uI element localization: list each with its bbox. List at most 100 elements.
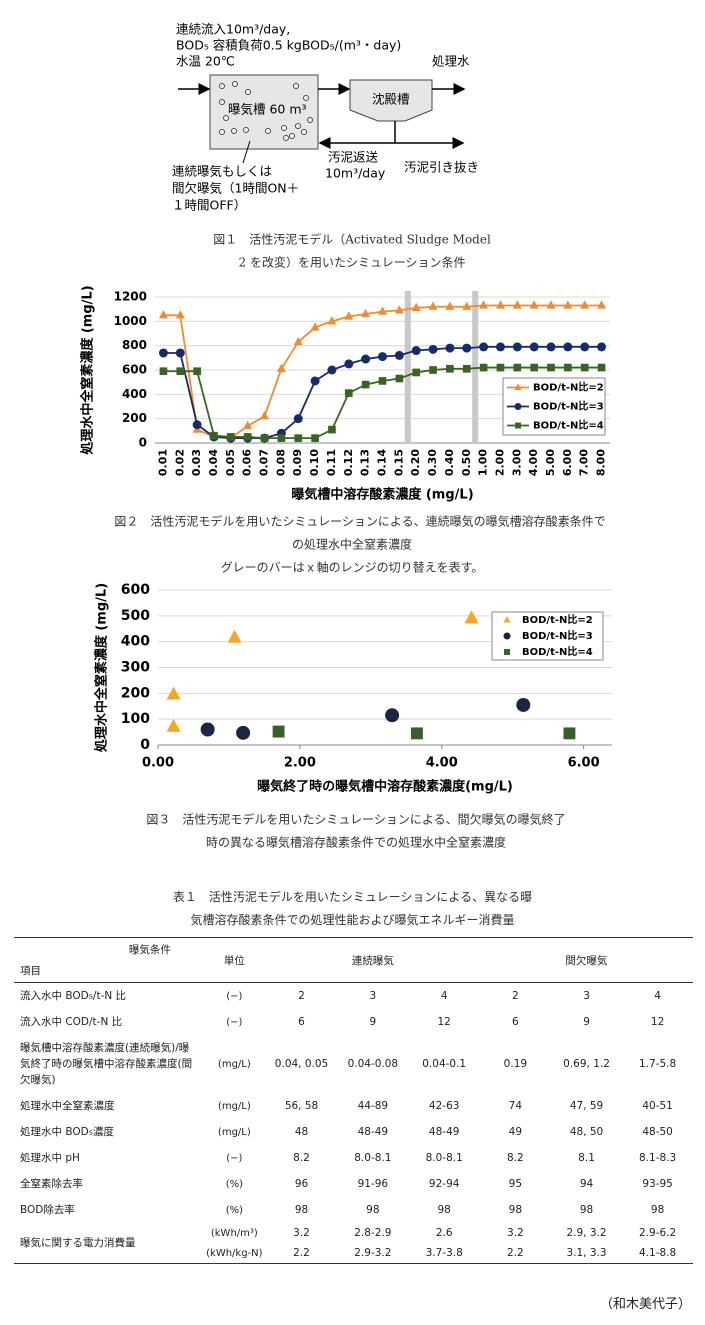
marker	[495, 342, 505, 352]
marker	[529, 342, 539, 352]
marker	[361, 380, 370, 389]
marker	[175, 348, 185, 358]
marker	[344, 359, 354, 369]
marker	[515, 422, 521, 429]
diagram-label: 連続曝気もしくは	[172, 164, 272, 179]
y-tick-label: 100	[121, 711, 150, 727]
caption: の処理水中全窒素濃度	[292, 537, 412, 552]
x-tick-label: 6.00	[561, 449, 574, 476]
y-tick-label: 200	[121, 685, 150, 701]
marker	[546, 342, 556, 352]
header-row: 曝気条件 項目 単位 連続曝気 間欠曝気	[14, 937, 693, 983]
y-tick-label: 400	[122, 387, 147, 401]
marker	[294, 434, 303, 442]
cell: 98	[579, 1204, 594, 1216]
x-tick-label: 2.00	[284, 756, 316, 771]
diagram-label: 水温 20℃	[176, 54, 235, 69]
cell: 2	[512, 990, 519, 1002]
cell: 3.7-3.8	[408, 1243, 480, 1264]
cell: 47, 59	[569, 1100, 604, 1112]
marker	[516, 697, 531, 712]
unit: (mg/L)	[217, 1100, 251, 1112]
marker	[564, 363, 572, 372]
x-tick-label: 0.02	[173, 449, 186, 476]
legend-label: BOD/t-N比=4	[533, 419, 604, 432]
table-row: BOD除去率 (%) 98 98 98 98 98 98	[14, 1197, 693, 1223]
cell: 48	[294, 1126, 309, 1138]
marker	[311, 434, 319, 442]
cell: 4	[440, 990, 448, 1002]
unit: (kWh/kg-N)	[202, 1243, 266, 1264]
marker	[166, 718, 181, 732]
y-axis-label: 処理水中全窒素濃度 (mg/L)	[94, 583, 110, 753]
marker	[159, 367, 168, 376]
marker	[504, 649, 510, 655]
marker	[344, 311, 354, 320]
row-label: 処理水中全窒素濃度	[20, 1100, 115, 1112]
marker	[277, 434, 286, 442]
row-label: BOD除去率	[20, 1204, 75, 1216]
legend-label: BOD/t-N比=4	[522, 645, 593, 658]
marker	[503, 615, 511, 623]
diagram-label: BOD₅ 容積負荷0.5 kgBOD₅/(m³・day)	[176, 38, 401, 53]
marker	[428, 301, 438, 310]
cell: 48-49	[357, 1126, 389, 1138]
marker	[410, 727, 423, 740]
x-tick-label: 0.00	[142, 756, 174, 771]
cell: 2	[298, 990, 305, 1002]
cell: 95	[508, 1178, 523, 1190]
marker	[210, 431, 218, 440]
marker	[514, 403, 522, 410]
unit: (−)	[226, 1016, 243, 1028]
cell: 91-96	[357, 1178, 389, 1190]
marker	[529, 300, 539, 309]
x-tick-label: 6.00	[568, 756, 600, 771]
marker	[166, 686, 181, 700]
cell: 42-63	[428, 1100, 460, 1112]
x-tick-label: 0.06	[241, 449, 254, 476]
marker	[479, 363, 488, 372]
marker	[580, 300, 590, 309]
table-row: 全窒素除去率 (%) 96 91-96 92-94 95 94 93-95	[14, 1171, 693, 1197]
cell: 56, 58	[284, 1100, 319, 1112]
x-tick-label: 0.30	[426, 449, 439, 476]
cell: 3	[369, 990, 377, 1002]
marker	[479, 300, 489, 309]
cell: 3.2	[293, 1227, 310, 1239]
marker	[495, 300, 505, 309]
marker	[158, 310, 168, 319]
legend-label: BOD/t-N比=2	[522, 613, 593, 626]
table-row: 処理水中全窒素濃度 (mg/L) 56, 58 44-89 42-63 74 47, 59 4…	[14, 1093, 693, 1119]
marker	[411, 302, 421, 312]
x-tick-label: 0.15	[392, 449, 405, 476]
cell: 2.2	[479, 1243, 551, 1264]
table-row: 曝気槽中溶存酸素濃度(連続曝気)/曝気終了時の曝気槽中溶存酸素濃度(間欠曝気) (…	[14, 1035, 693, 1093]
marker	[236, 725, 251, 740]
settling-tank	[349, 79, 433, 122]
unit: (mg/L)	[217, 1126, 251, 1138]
marker	[394, 305, 404, 314]
cell: 8.1-8.3	[639, 1152, 677, 1164]
x-tick-label: 0.11	[325, 449, 338, 476]
marker	[580, 363, 589, 372]
marker	[546, 300, 556, 309]
caption: 図１ 活性汚泥モデル（Activated Sludge Model	[213, 232, 491, 247]
unit: (kWh/m³)	[210, 1227, 258, 1239]
header-text: 曝気条件	[128, 944, 171, 956]
y-tick-label: 400	[121, 634, 150, 650]
cell: 0.04-0.1	[422, 1058, 467, 1070]
legend-label: BOD/t-N比=3	[533, 400, 604, 413]
marker	[496, 363, 505, 372]
marker	[462, 301, 472, 310]
y-tick-label: 0	[140, 737, 150, 753]
y-tick-label: 600	[121, 582, 150, 598]
cell: 9	[369, 1016, 377, 1028]
cell: 9	[583, 1016, 590, 1028]
caption: 図３ 活性汚泥モデルを用いたシミュレーションによる、間欠曝気の曝気終了	[146, 812, 565, 827]
unit: (%)	[225, 1204, 243, 1216]
row-label: 流入水中 COD/t-N 比	[20, 1016, 123, 1028]
marker	[462, 343, 472, 353]
diagram-label: 曝気槽 60 m³	[228, 102, 307, 117]
cell: 8.1	[578, 1152, 595, 1164]
